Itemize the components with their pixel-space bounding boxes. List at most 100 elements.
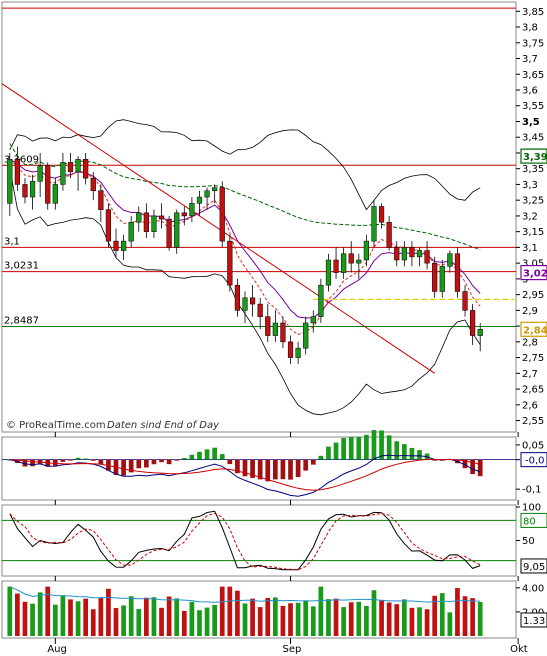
x-axis: AugSepOktNov	[47, 432, 528, 655]
volume-bar	[386, 602, 392, 636]
volume-bar	[303, 600, 309, 636]
macd-histogram-bar	[68, 459, 73, 461]
last-value-label: 2,84	[523, 325, 547, 336]
candle-body	[196, 196, 203, 204]
volume-bar	[204, 607, 210, 636]
volume-value-label: 1.33	[523, 616, 545, 627]
last-value-label: 3,02	[523, 269, 547, 280]
volume-bar	[371, 590, 377, 636]
candle-body	[371, 206, 377, 242]
macd-histogram-bar	[90, 459, 96, 461]
macd-histogram-bar	[401, 444, 407, 460]
stochastic-panel	[1, 504, 517, 577]
candle-body	[386, 221, 392, 248]
volume-bar	[106, 588, 111, 636]
volume-bar	[136, 609, 142, 636]
stochastic-k-line	[9, 510, 481, 571]
volume-bar	[15, 593, 20, 636]
candle-body	[121, 240, 127, 251]
candle-body	[113, 240, 119, 251]
price-tick-label: 2,75	[522, 353, 544, 364]
candle-body	[158, 215, 165, 220]
volume-bar	[212, 604, 218, 636]
macd-histogram-bar	[174, 459, 180, 461]
macd-histogram-bar	[470, 459, 475, 475]
volume-bar	[295, 602, 301, 636]
price-tick-label: 3,2	[522, 211, 538, 222]
candle-body	[98, 190, 104, 210]
last-value-box	[520, 264, 547, 281]
x-tick-label: Aug	[47, 644, 67, 655]
price-tick-label: 2,6	[522, 400, 538, 411]
volume-bar	[68, 599, 73, 636]
macd-histogram-bar	[477, 459, 483, 477]
volume-bar	[37, 592, 43, 636]
macd-histogram-bar	[356, 436, 362, 460]
price-tick-label: 2,9	[522, 306, 538, 317]
volume-bar	[166, 596, 172, 636]
candle-body	[462, 291, 468, 311]
volume-bar	[318, 586, 324, 636]
volume-bar	[288, 603, 293, 636]
macd-histogram-bar	[128, 459, 134, 473]
macd-histogram-bar	[333, 442, 339, 460]
volume-bar	[439, 593, 445, 636]
candle-body	[432, 262, 438, 292]
candle-body	[333, 259, 339, 273]
volume-bar	[409, 607, 415, 636]
moving-average-red-line	[9, 158, 481, 336]
volume-bar	[181, 610, 187, 636]
volume-bar	[462, 596, 468, 636]
volume-bar	[257, 607, 263, 636]
candle-body	[454, 253, 461, 292]
macd-histogram-bar	[250, 459, 255, 478]
price-tick-label: 3,05	[522, 259, 544, 270]
macd-histogram-bar	[159, 459, 164, 463]
macd-histogram-bar	[341, 437, 346, 460]
volume-bar	[113, 608, 119, 636]
candle-body	[242, 297, 248, 311]
volume-bar	[128, 596, 134, 636]
volume-bar	[227, 586, 233, 636]
credit-note-text: Daten sind End of Day	[107, 420, 220, 431]
volume-bar	[189, 601, 195, 636]
stochastic-value-label: 9,05	[523, 562, 545, 573]
candle-body	[356, 259, 362, 264]
volume-bar	[417, 607, 422, 636]
candle-body	[29, 181, 36, 198]
macd-histogram-bar	[242, 459, 248, 477]
macd-histogram-bar	[409, 447, 415, 460]
x-tick-label: Okt	[510, 644, 528, 655]
volume-bar	[470, 598, 475, 636]
macd-histogram-bar	[219, 454, 225, 460]
candle-body	[310, 316, 316, 324]
candle-body	[257, 303, 263, 317]
macd-tick-label: -0,1	[522, 485, 542, 496]
level-label: 2,8487	[4, 316, 39, 327]
macd-histogram-bar	[30, 459, 35, 467]
volume-bar	[174, 598, 180, 636]
macd-value-label: -0,0	[525, 456, 545, 467]
trend-line	[1, 83, 435, 374]
price-tick-label: 2,7	[522, 369, 538, 380]
candle-body	[45, 165, 51, 204]
candle-body	[249, 297, 256, 305]
volume-bar	[90, 609, 96, 636]
stochastic-tick-label: 100	[522, 503, 541, 514]
last-value-box	[520, 148, 547, 164]
volume-bar	[121, 605, 126, 636]
price-tick-label: 3,75	[522, 38, 544, 49]
volume-bar	[333, 598, 339, 636]
macd-histogram-bar	[295, 459, 301, 478]
volume-bar	[424, 609, 430, 636]
price-tick-label: 2,95	[522, 290, 544, 301]
stochastic-tick-label: 50	[522, 536, 535, 547]
candle-body	[22, 184, 28, 198]
macd-histogram-bar	[212, 447, 218, 460]
candle-body	[234, 284, 241, 311]
volume-bar	[379, 600, 384, 636]
volume-bar	[455, 588, 460, 636]
candle-body	[52, 184, 58, 204]
volume-average-line	[9, 586, 481, 603]
candle-body	[60, 162, 66, 185]
